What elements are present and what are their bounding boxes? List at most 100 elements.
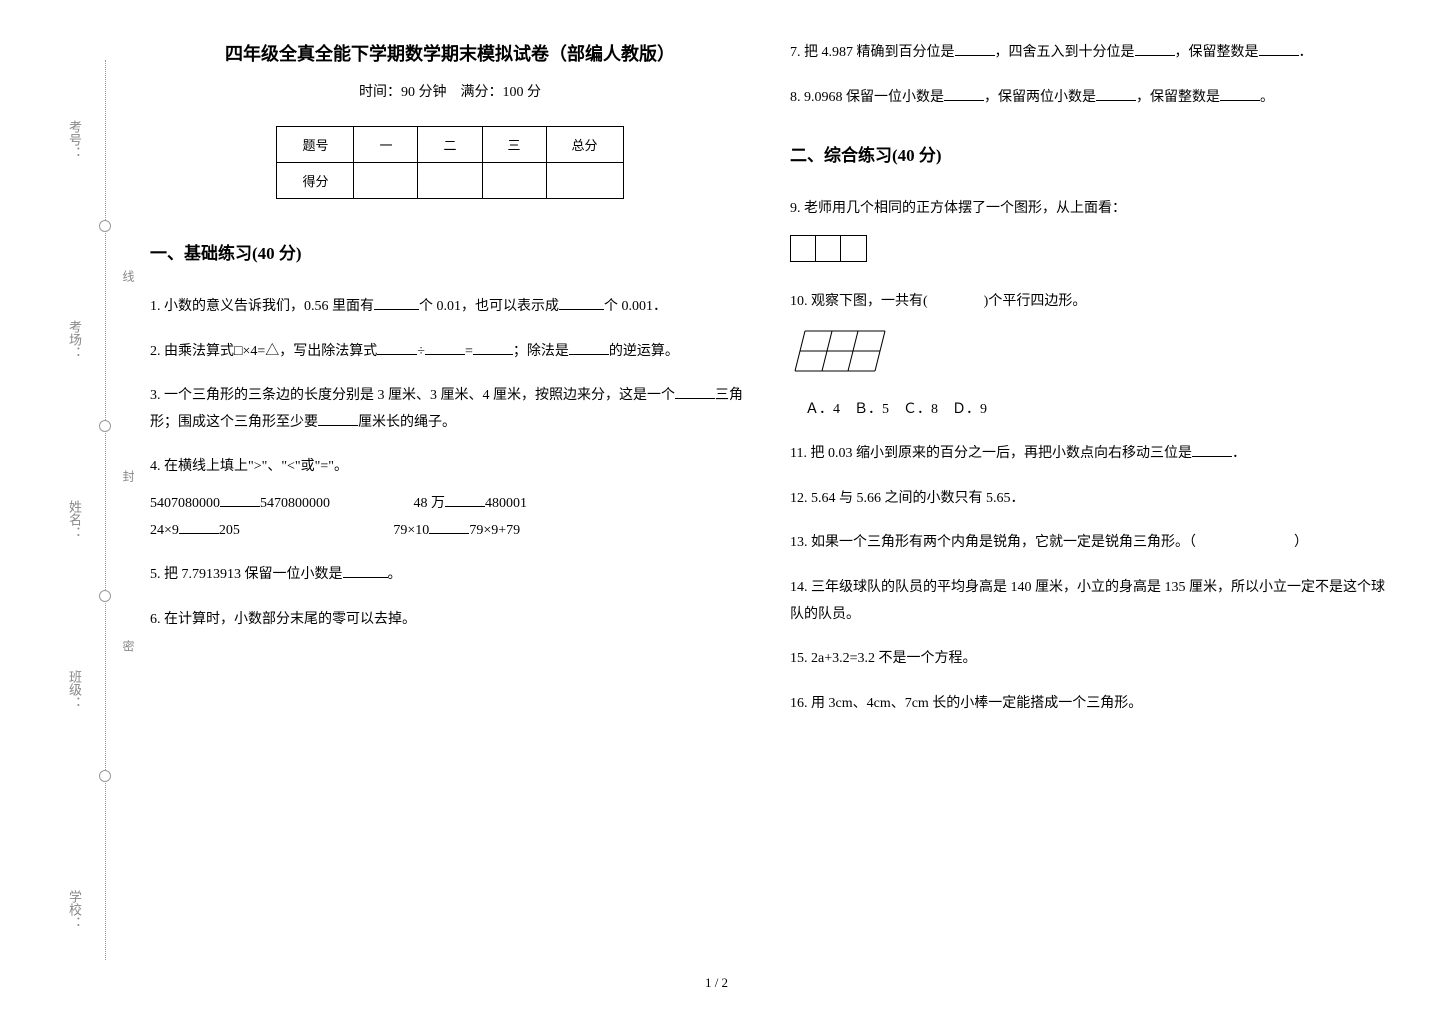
q-text: 205 (219, 523, 240, 538)
q-text: 1. 小数的意义告诉我们，0.56 里面有 (150, 299, 374, 314)
label-name: 姓名： (65, 500, 84, 539)
blank[interactable] (318, 410, 358, 426)
question-6: 6. 在计算时，小数部分末尾的零可以去掉。 (150, 607, 750, 634)
q-text: 15. 2a+3.2=3.2 不是一个方程。 (790, 651, 977, 666)
q-text: 5407080000 (150, 496, 220, 511)
parallelogram-svg (790, 326, 890, 376)
q-text: 的逆运算。 (609, 344, 679, 359)
blank[interactable] (1220, 85, 1260, 101)
cube-face (841, 236, 866, 261)
question-12: 12. 5.64 与 5.66 之间的小数只有 5.65． (790, 486, 1390, 513)
table-row: 得分 (277, 163, 623, 199)
blank[interactable] (220, 491, 260, 507)
blank[interactable] (473, 339, 513, 355)
q-text: 。 (388, 567, 402, 582)
score-table: 题号 一 二 三 总分 得分 (276, 126, 623, 199)
q-text: 。 (1260, 90, 1274, 105)
blank[interactable] (569, 339, 609, 355)
q-text: 2. 由乘法算式□×4=△，写出除法算式 (150, 344, 377, 359)
q-text: 4. 在横线上填上">"、"<"或"="。 (150, 454, 750, 481)
blank[interactable] (429, 518, 469, 534)
table-cell (482, 163, 546, 199)
q-text: 13. 如果一个三角形有两个内角是锐角，它就一定是锐角三角形。（ ） (790, 535, 1308, 550)
question-1: 1. 小数的意义告诉我们，0.56 里面有 个 0.01，也可以表示成 个 0.00… (150, 294, 750, 321)
question-16: 16. 用 3cm、4cm、7cm 长的小棒一定能搭成一个三角形。 (790, 691, 1390, 718)
q-text: ． (1232, 446, 1246, 461)
table-cell: 得分 (277, 163, 354, 199)
circle-mark (99, 590, 111, 602)
question-7: 7. 把 4.987 精确到百分位是 ，四舍五入到十分位是 ，保留整数是 ． (790, 40, 1390, 67)
blank[interactable] (445, 491, 485, 507)
q-text: 7. 把 4.987 精确到百分位是 (790, 45, 955, 60)
question-15: 15. 2a+3.2=3.2 不是一个方程。 (790, 646, 1390, 673)
q-text: ，保留整数是 (1175, 45, 1259, 60)
blank[interactable] (374, 294, 419, 310)
table-header: 二 (418, 127, 482, 163)
q-text: ，保留两位小数是 (984, 90, 1096, 105)
q-text: 厘米长的绳子。 (358, 415, 456, 430)
q-text: 个 0.01，也可以表示成 (419, 299, 559, 314)
blank[interactable] (377, 339, 417, 355)
q-text: 9. 老师用几个相同的正方体摆了一个图形，从上面看： (790, 196, 1390, 223)
q-text: 79×9+79 (469, 523, 520, 538)
q-text: ． (1299, 45, 1313, 60)
q-text: 12. 5.64 与 5.66 之间的小数只有 5.65． (790, 491, 1025, 506)
exam-title: 四年级全真全能下学期数学期末模拟试卷（部编人教版） (150, 40, 750, 66)
blank[interactable] (955, 40, 995, 56)
q-options: Ａ．4 Ｂ．5 Ｃ．8 Ｄ．9 (805, 397, 1390, 424)
question-11: 11. 把 0.03 缩小到原来的百分之一后，再把小数点向右移动三位是 ． (790, 441, 1390, 468)
left-column: 四年级全真全能下学期数学期末模拟试卷（部编人教版） 时间：90 分钟 满分：10… (150, 40, 750, 735)
blank[interactable] (1135, 40, 1175, 56)
q-text: 10. 观察下图，一共有( )个平行四边形。 (790, 289, 1390, 316)
seal-text-line: 线 (120, 270, 137, 282)
blank[interactable] (944, 85, 984, 101)
cube-face (791, 236, 816, 261)
q-text: ÷ (417, 344, 425, 359)
table-cell (546, 163, 623, 199)
exam-subtitle: 时间：90 分钟 满分：100 分 (150, 81, 750, 101)
question-2: 2. 由乘法算式□×4=△，写出除法算式 ÷ = ；除法是 的逆运算。 (150, 339, 750, 366)
q-text: 48 万 (414, 496, 446, 511)
table-cell (354, 163, 418, 199)
q-text: ，四舍五入到十分位是 (995, 45, 1135, 60)
q-text: ，保留整数是 (1136, 90, 1220, 105)
q-text: 个 0.001． (604, 299, 667, 314)
blank[interactable] (343, 562, 388, 578)
circle-mark (99, 770, 111, 782)
cube-face (816, 236, 841, 261)
circle-mark (99, 420, 111, 432)
blank[interactable] (675, 383, 715, 399)
q-text: 24×9 (150, 523, 179, 538)
question-14: 14. 三年级球队的队员的平均身高是 140 厘米，小立的身高是 135 厘米，… (790, 575, 1390, 628)
blank[interactable] (1096, 85, 1136, 101)
label-school: 学校： (65, 890, 84, 929)
q-text: ；除法是 (513, 344, 569, 359)
question-10: 10. 观察下图，一共有( )个平行四边形。 Ａ．4 Ｂ．5 Ｃ．8 Ｄ．9 (790, 289, 1390, 423)
blank[interactable] (179, 518, 219, 534)
question-9: 9. 老师用几个相同的正方体摆了一个图形，从上面看： (790, 196, 1390, 271)
section-title: 二、综合练习(40 分) (790, 141, 1390, 166)
table-header: 三 (482, 127, 546, 163)
q-text: = (465, 344, 473, 359)
label-room: 考场： (65, 320, 84, 359)
q-text: 3. 一个三角形的三条边的长度分别是 3 厘米、3 厘米、4 厘米，按照边来分，… (150, 388, 675, 403)
blank[interactable] (559, 294, 604, 310)
blank[interactable] (425, 339, 465, 355)
content-area: 四年级全真全能下学期数学期末模拟试卷（部编人教版） 时间：90 分钟 满分：10… (150, 40, 1410, 735)
q-text: 5470800000 (260, 496, 330, 511)
table-header: 总分 (546, 127, 623, 163)
q-text: 480001 (485, 496, 527, 511)
seal-text-seal: 封 (120, 470, 137, 482)
blank[interactable] (1192, 441, 1232, 457)
section-title: 一、基础练习(40 分) (150, 239, 750, 264)
table-cell (418, 163, 482, 199)
binding-edge: 考号： 线 考场： 封 姓名： 密 班级： 学校： (30, 20, 120, 990)
q-text: 6. 在计算时，小数部分末尾的零可以去掉。 (150, 612, 416, 627)
label-class: 班级： (65, 670, 84, 709)
circle-mark (99, 220, 111, 232)
question-8: 8. 9.0968 保留一位小数是，保留两位小数是，保留整数是。 (790, 85, 1390, 112)
dotted-line (105, 60, 106, 960)
table-header: 一 (354, 127, 418, 163)
blank[interactable] (1259, 40, 1299, 56)
q-text: 11. 把 0.03 缩小到原来的百分之一后，再把小数点向右移动三位是 (790, 446, 1192, 461)
